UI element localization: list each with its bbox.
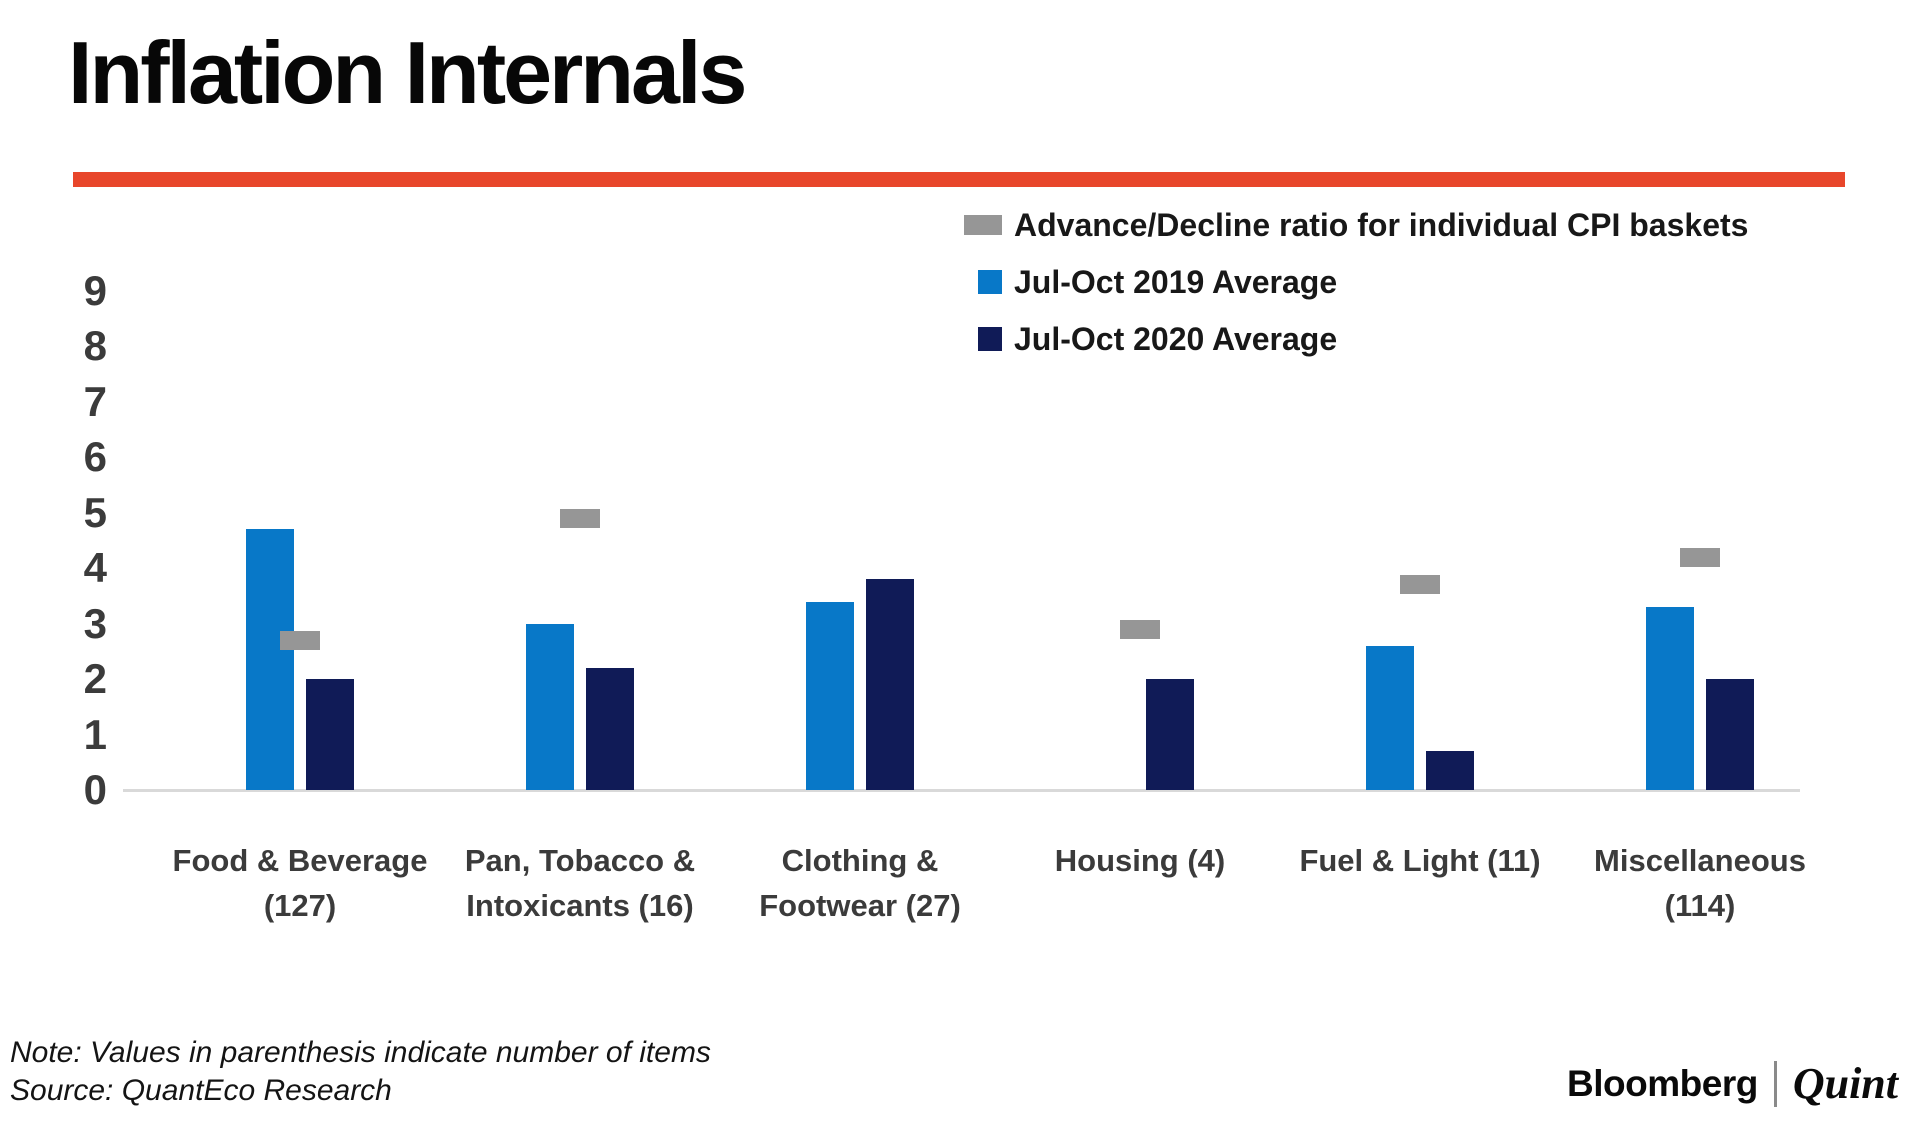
category-label: Housing (4) [1054, 843, 1226, 878]
y-axis-tick-label: 1 [83, 710, 107, 758]
category-label: Clothing & Footwear (27) [759, 843, 961, 923]
y-axis-tick-label: 7 [83, 377, 107, 425]
bar-jul-oct-2020 [586, 668, 634, 790]
bar-jul-oct-2020 [1426, 751, 1474, 790]
x-axis-line [123, 789, 1800, 792]
bar-jul-oct-2020 [1146, 679, 1194, 790]
legend-item-2020: Jul-Oct 2020 Average [950, 316, 1748, 362]
navy-square-swatch [978, 327, 1002, 351]
y-axis-tick-label: 5 [83, 488, 107, 536]
bar-jul-oct-2020 [866, 579, 914, 790]
y-axis-tick-label: 4 [83, 544, 107, 592]
footnotes: Note: Values in parenthesis indicate num… [10, 1034, 711, 1110]
page-title: Inflation Internals [68, 23, 747, 122]
legend-item-2019: Jul-Oct 2019 Average [950, 259, 1748, 305]
category-label: Pan, Tobacco & Intoxicants (16) [464, 843, 696, 923]
legend-label: Advance/Decline ratio for individual CPI… [1014, 206, 1749, 243]
advance-decline-dash [1400, 575, 1440, 595]
advance-decline-dash [280, 630, 320, 650]
bar-jul-oct-2019 [806, 601, 854, 790]
quint-wordmark: Quint [1792, 1059, 1898, 1108]
advance-decline-dash [560, 508, 600, 528]
bar-jul-oct-2020 [1706, 679, 1754, 790]
bar-jul-oct-2020 [306, 679, 354, 790]
y-axis-tick-label: 2 [83, 655, 107, 703]
y-axis-tick-label: 0 [83, 766, 107, 813]
note-text: Note: Values in parenthesis indicate num… [10, 1036, 711, 1069]
y-axis-tick-label: 9 [83, 267, 107, 315]
y-axis-tick-label: 3 [83, 599, 107, 647]
logo-separator [1773, 1060, 1777, 1107]
bar-jul-oct-2019 [526, 623, 574, 790]
bar-jul-oct-2019 [246, 529, 294, 790]
gray-dash-swatch [964, 215, 1002, 235]
category-label: Fuel & Light (11) [1299, 843, 1541, 878]
legend-item-adv-decline: Advance/Decline ratio for individual CPI… [950, 202, 1748, 248]
advance-decline-dash [1120, 619, 1160, 639]
blue-square-swatch [978, 270, 1002, 294]
publisher-logo: Bloomberg Quint [1567, 1058, 1898, 1109]
category-label: Food & Beverage (127) [172, 843, 428, 923]
source-text: Source: QuantEco Research [10, 1074, 392, 1107]
accent-divider [73, 172, 1845, 187]
bloomberg-wordmark: Bloomberg [1567, 1062, 1758, 1104]
y-axis-tick-label: 8 [83, 322, 107, 370]
category-label: Miscellaneous (114) [1594, 843, 1806, 923]
bar-jul-oct-2019 [1646, 607, 1694, 790]
y-axis-tick-label: 6 [83, 433, 107, 481]
legend-label: Jul-Oct 2020 Average [1014, 320, 1338, 357]
legend-label: Jul-Oct 2019 Average [1014, 263, 1338, 300]
chart-legend: Advance/Decline ratio for individual CPI… [950, 202, 1748, 373]
bar-jul-oct-2019 [1366, 645, 1414, 790]
advance-decline-dash [1680, 547, 1720, 567]
